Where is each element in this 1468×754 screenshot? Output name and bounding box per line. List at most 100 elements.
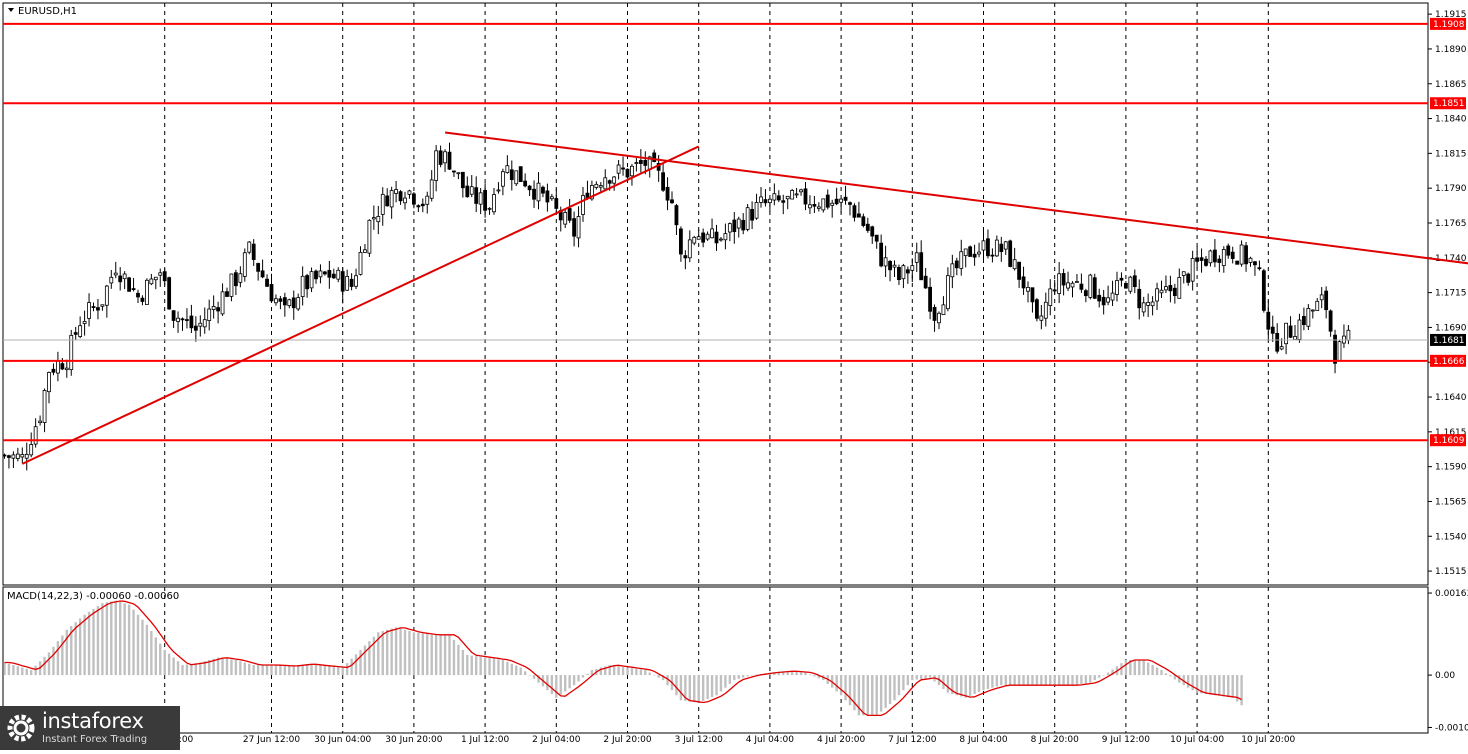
candle-body <box>1083 290 1088 297</box>
y-tick-label: 1.1765 <box>1435 219 1467 229</box>
candle-body <box>198 322 203 327</box>
x-tick-label: 10 Jul 04:00 <box>1170 735 1224 745</box>
candle-body <box>910 265 915 271</box>
macd-bar <box>866 675 869 716</box>
candle-body <box>848 202 852 205</box>
candle-body <box>69 334 74 370</box>
candle-body <box>803 188 808 205</box>
candle-body <box>932 307 937 321</box>
macd-bar <box>305 664 309 676</box>
macd-bar <box>1209 675 1212 695</box>
x-tick-label: 9 Jul 12:00 <box>1102 735 1151 745</box>
macd-bar <box>1000 675 1003 686</box>
candle-body <box>634 162 639 164</box>
macd-bar <box>443 634 447 676</box>
candle-body <box>723 233 728 241</box>
macd-bar <box>368 641 371 676</box>
candle-body <box>598 185 603 188</box>
candle-body <box>260 270 265 278</box>
macd-bar <box>1222 675 1225 697</box>
y-tick-label: 1.1790 <box>1435 184 1467 194</box>
candle-body <box>874 234 879 242</box>
macd-bar <box>457 644 460 676</box>
macd-bar <box>292 665 295 676</box>
candle-body <box>541 186 545 194</box>
macd-bar <box>1013 675 1016 686</box>
macd-bar <box>310 664 313 676</box>
macd-bar <box>319 665 322 676</box>
candle-body <box>950 263 955 278</box>
macd-bar <box>1053 675 1056 686</box>
macd-bar <box>693 675 696 703</box>
macd-bar <box>679 675 683 701</box>
candle-body <box>990 254 995 257</box>
candle-body <box>1039 315 1044 321</box>
macd-bar <box>61 635 64 676</box>
candle-body <box>1159 289 1164 294</box>
macd-bar <box>920 675 923 679</box>
candle-body <box>1217 258 1222 263</box>
macd-bar <box>430 634 433 676</box>
candle-body <box>144 279 149 305</box>
macd-bar <box>635 668 638 676</box>
macd-bar <box>212 658 215 676</box>
candle-body <box>345 276 350 291</box>
candle-body <box>256 263 261 272</box>
candle-body <box>1244 245 1248 265</box>
candle-body <box>189 315 194 329</box>
candle-body <box>33 426 38 445</box>
candle-body <box>465 185 470 198</box>
candle-body <box>607 180 612 184</box>
macd-bar <box>955 675 958 696</box>
candle-body <box>1261 270 1266 311</box>
candle-body <box>1066 282 1070 289</box>
macd-bar <box>239 661 242 676</box>
macd-bar <box>337 667 340 676</box>
y-tick-label: 1.1565 <box>1435 497 1467 507</box>
candle-body <box>1226 245 1231 256</box>
candle-body <box>7 455 11 458</box>
y-tick-label: 1.1515 <box>1435 567 1467 577</box>
macd-bar <box>34 665 37 676</box>
macd-bar <box>928 675 932 678</box>
macd-bar <box>359 649 362 676</box>
macd-bar <box>332 666 335 676</box>
macd-bar <box>390 628 393 676</box>
macd-bar <box>853 675 856 711</box>
macd-bar <box>857 675 861 716</box>
candle-body <box>131 288 136 290</box>
macd-bar <box>52 646 55 676</box>
macd-bar <box>25 668 28 676</box>
macd-bar <box>1227 675 1230 698</box>
candle-body <box>621 167 625 170</box>
macd-bar <box>252 665 255 676</box>
macd-bar <box>74 622 77 676</box>
macd-bar <box>924 675 927 679</box>
candle-body <box>407 190 412 195</box>
candle-body <box>1124 283 1128 289</box>
candle-body <box>994 239 999 257</box>
candle-body <box>719 238 723 241</box>
y-tick-label: 1.1615 <box>1435 428 1467 438</box>
candle-body <box>1279 346 1284 350</box>
candle-body <box>665 186 670 201</box>
candle-body <box>1181 271 1186 276</box>
candle-body <box>1017 261 1021 280</box>
macd-bar <box>790 671 794 676</box>
macd-bar <box>1022 675 1025 686</box>
macd-bar <box>1133 660 1136 676</box>
current-price-tag <box>1430 333 1466 346</box>
candle-body <box>469 186 474 195</box>
candle-body <box>754 202 759 219</box>
macd-bar <box>181 665 184 676</box>
macd-bar <box>1191 675 1194 691</box>
brand-tagline: Instant Forex Trading <box>42 734 148 745</box>
macd-bar <box>185 664 189 676</box>
y-tick-label: 1.1640 <box>1435 393 1467 403</box>
y-tick-label: 1.1540 <box>1435 532 1467 542</box>
candle-body <box>576 216 581 239</box>
macd-bar <box>283 665 287 676</box>
macd-bar <box>12 665 15 676</box>
